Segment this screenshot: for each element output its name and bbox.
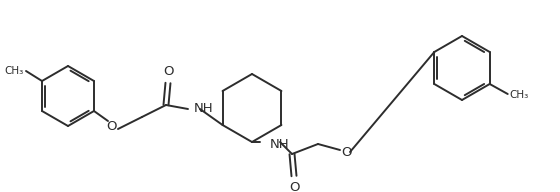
Text: NH: NH (270, 137, 290, 151)
Text: O: O (164, 65, 174, 78)
Text: O: O (290, 181, 300, 192)
Text: O: O (107, 119, 117, 132)
Text: O: O (340, 146, 351, 159)
Text: NH: NH (194, 103, 213, 116)
Text: CH₃: CH₃ (5, 66, 24, 76)
Text: CH₃: CH₃ (510, 90, 529, 100)
